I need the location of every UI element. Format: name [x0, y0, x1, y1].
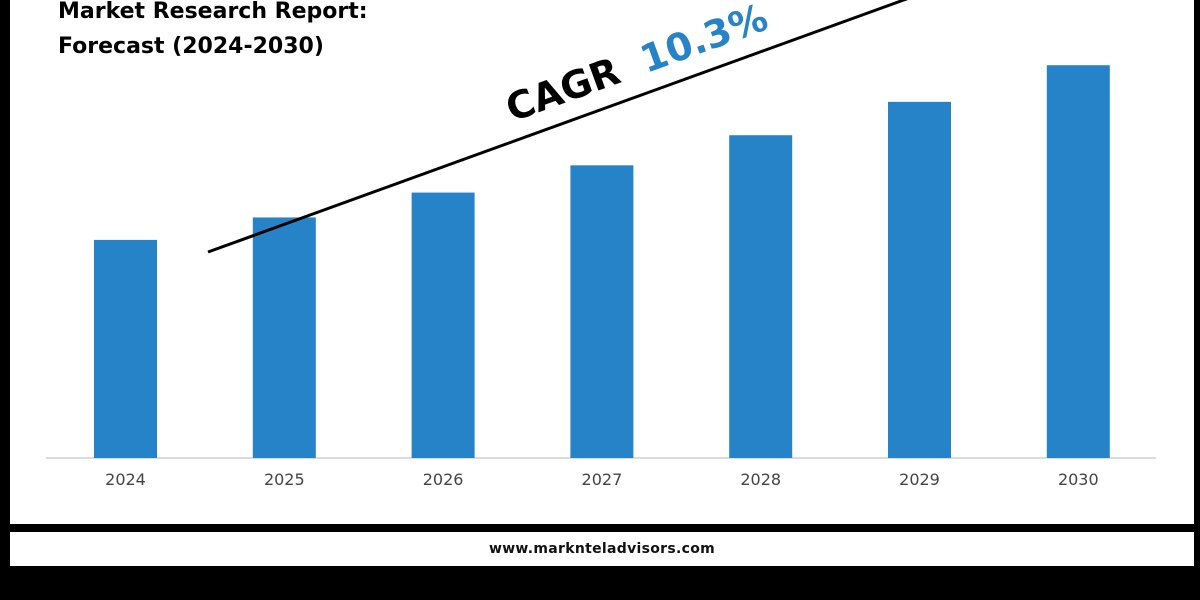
x-tick-label-2030: 2030 [1058, 470, 1099, 489]
bar-2029 [888, 101, 951, 459]
x-tick-label-2026: 2026 [423, 470, 464, 489]
cagr-annotation-text: CAGR 10.3% [500, 0, 773, 130]
bar-2026 [411, 192, 475, 458]
bar-2028 [729, 135, 793, 458]
x-tick-label-2025: 2025 [264, 470, 305, 489]
bar-2025 [252, 217, 316, 458]
bar-chart: 2024 2025 2026 2027 2028 2029 2030 CAGR 10.3% [46, 0, 1156, 489]
x-tick-label-2024: 2024 [105, 470, 146, 489]
x-tick-label-2027: 2027 [582, 470, 623, 489]
cagr-label: CAGR [500, 49, 626, 131]
website-url: www.marknteladvisors.com [488, 541, 716, 557]
title-line-2: Forecast (2024-2030) [58, 34, 324, 59]
category-label-group: 2024 2025 2026 2027 2028 2029 2030 [105, 470, 1099, 489]
x-tick-label-2028: 2028 [740, 470, 781, 489]
bar-2024 [94, 239, 157, 458]
bar-2027 [570, 165, 634, 458]
x-tick-label-2029: 2029 [899, 470, 940, 489]
title-line-1: Market Research Report: [58, 0, 368, 24]
bar-group [94, 65, 1110, 459]
cagr-value: 10.3% [634, 0, 773, 82]
footer-bar: www.marknteladvisors.com [10, 532, 1194, 566]
report-title: Market Research Report: Forecast (2024-2… [58, 0, 368, 64]
report-card: Market Research Report: Forecast (2024-2… [10, 0, 1194, 524]
cagr-trend-line [207, 0, 908, 254]
bar-2030 [1046, 65, 1110, 458]
